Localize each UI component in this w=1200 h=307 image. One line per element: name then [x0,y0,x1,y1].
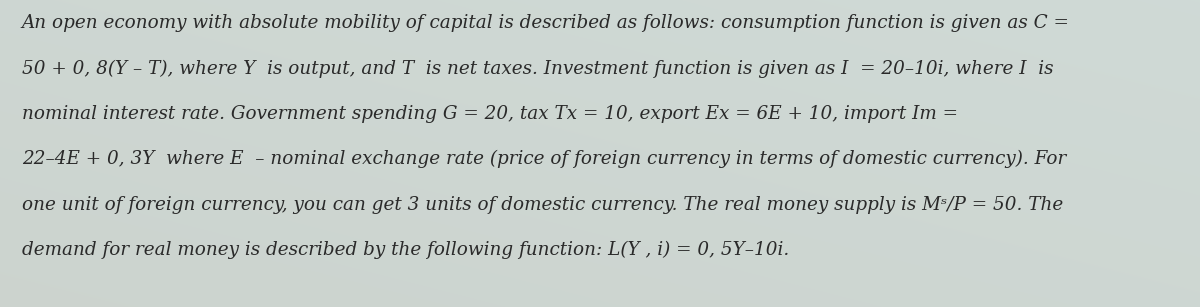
Text: nominal interest rate. Government spending G = 20, tax Tx = 10, export Ex = 6E +: nominal interest rate. Government spendi… [22,105,958,123]
Text: An open economy with absolute mobility of capital is described as follows: consu: An open economy with absolute mobility o… [22,14,1069,32]
Text: one unit of foreign currency, you can get 3 units of domestic currency. The real: one unit of foreign currency, you can ge… [22,196,1063,214]
Text: 50 + 0, 8(Y – T), where Y  is output, and T  is net taxes. Investment function i: 50 + 0, 8(Y – T), where Y is output, and… [22,59,1054,77]
Text: demand for real money is described by the following function: L(Y , i) = 0, 5Y–1: demand for real money is described by th… [22,241,788,259]
Text: 22–4E + 0, 3Y  where E  – nominal exchange rate (price of foreign currency in te: 22–4E + 0, 3Y where E – nominal exchange… [22,150,1066,168]
